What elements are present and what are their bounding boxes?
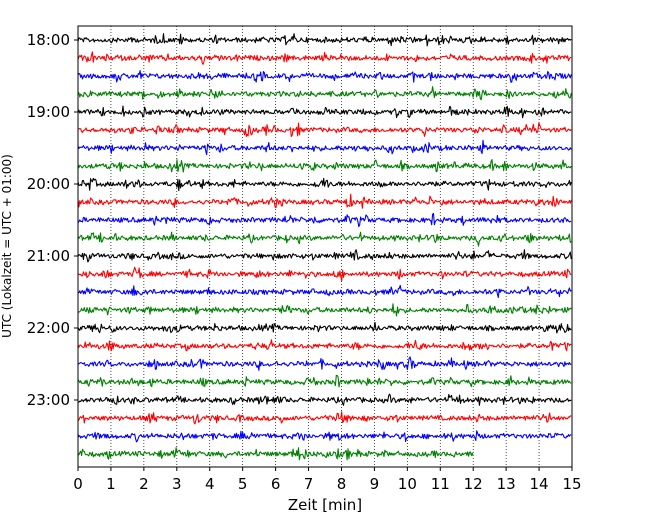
trace-1915 (78, 122, 572, 138)
x-tick-label: 4 (205, 475, 215, 493)
trace-1800 (77, 33, 572, 47)
y-tick-label: 19:00 (27, 103, 70, 121)
y-tick-label: 20:00 (27, 175, 70, 193)
x-tick-label: 12 (464, 475, 483, 493)
trace-2115 (77, 266, 572, 282)
y-axis-ticks: 18:00 19:00 20:00 21:00 22:00 23:00 (27, 31, 78, 409)
trace-2330 (77, 430, 572, 443)
x-tick-label: 1 (106, 475, 116, 493)
x-tick-label: 8 (337, 475, 347, 493)
x-tick-label: 13 (497, 475, 516, 493)
y-tick-label: 23:00 (27, 391, 70, 409)
x-tick-label: 9 (370, 475, 380, 493)
trace-2000 (77, 177, 572, 192)
plot-frame (77, 25, 573, 468)
y-axis-label: UTC (Lokalzeit = UTC + 01:00) (0, 154, 14, 338)
x-axis-label: Zeit [min] (288, 496, 362, 514)
trace-1945 (77, 159, 572, 173)
y-tick-label: 22:00 (27, 319, 70, 337)
y-tick-label: 18:00 (27, 31, 70, 49)
trace-1815 (77, 51, 572, 65)
x-tick-label: 15 (562, 475, 581, 493)
trace-1930 (77, 139, 572, 156)
x-tick-label: 6 (271, 475, 281, 493)
trace-2345 (77, 447, 474, 461)
trace-1830 (77, 70, 572, 83)
trace-2015 (77, 193, 572, 209)
y-tick-label: 21:00 (27, 247, 70, 265)
x-tick-label: 5 (238, 475, 248, 493)
x-axis-ticks: 0 1 2 3 4 5 6 7 8 9 10 11 12 13 14 15 (73, 467, 582, 493)
trace-2230 (77, 356, 572, 371)
trace-2145 (77, 303, 572, 317)
x-tick-label: 14 (530, 475, 549, 493)
x-tick-label: 0 (73, 475, 83, 493)
trace-2030 (77, 212, 572, 228)
trace-1845 (77, 86, 572, 101)
trace-2200 (77, 321, 572, 334)
trace-2130 (77, 284, 572, 299)
trace-2315 (78, 411, 572, 425)
trace-2100 (77, 249, 572, 263)
x-tick-label: 11 (431, 475, 450, 493)
trace-1900 (77, 105, 572, 119)
x-tick-label: 10 (398, 475, 417, 493)
trace-2300 (77, 393, 572, 406)
trace-2215 (77, 339, 572, 352)
trace-group (77, 33, 572, 461)
trace-2045 (77, 231, 572, 247)
x-tick-label: 2 (139, 475, 149, 493)
x-tick-label: 3 (172, 475, 182, 493)
trace-2245 (77, 374, 572, 388)
x-tick-label: 7 (304, 475, 314, 493)
